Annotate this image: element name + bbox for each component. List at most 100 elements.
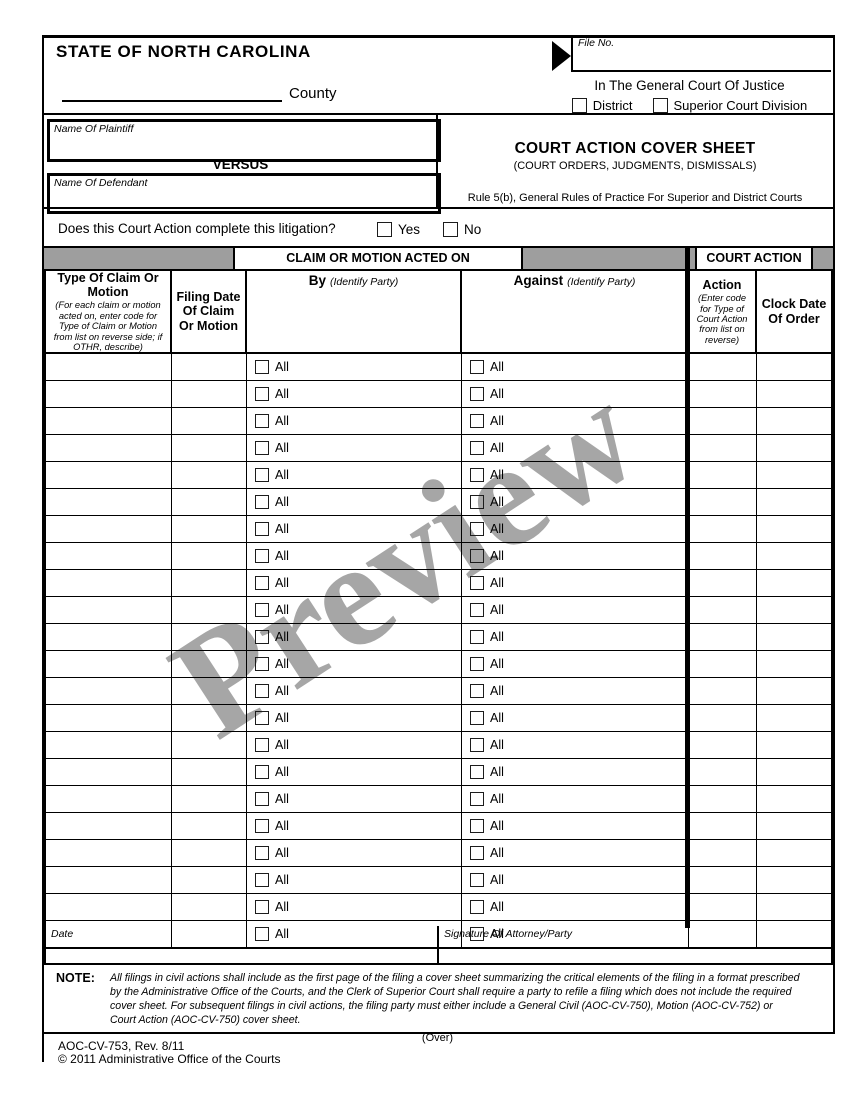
by-all-checkbox[interactable]	[255, 738, 269, 752]
cell-type-of-claim[interactable]	[46, 759, 172, 785]
cell-type-of-claim[interactable]	[46, 597, 172, 623]
cell-clock-date[interactable]	[757, 516, 831, 542]
plaintiff-name-field[interactable]: Name Of Plaintiff	[47, 119, 441, 162]
by-all-checkbox[interactable]	[255, 441, 269, 455]
by-all-checkbox[interactable]	[255, 603, 269, 617]
against-all-checkbox[interactable]	[470, 387, 484, 401]
against-all-checkbox[interactable]	[470, 927, 484, 941]
by-all-checkbox[interactable]	[255, 360, 269, 374]
against-all-checkbox[interactable]	[470, 468, 484, 482]
against-all-checkbox[interactable]	[470, 441, 484, 455]
cell-clock-date[interactable]	[757, 435, 831, 461]
by-all-checkbox[interactable]	[255, 414, 269, 428]
cell-clock-date[interactable]	[757, 354, 831, 380]
cell-type-of-claim[interactable]	[46, 489, 172, 515]
cell-filing-date[interactable]	[172, 354, 247, 380]
cell-action[interactable]	[689, 894, 757, 920]
by-all-checkbox[interactable]	[255, 549, 269, 563]
cell-type-of-claim[interactable]	[46, 624, 172, 650]
cell-action[interactable]	[689, 516, 757, 542]
by-all-checkbox[interactable]	[255, 846, 269, 860]
cell-clock-date[interactable]	[757, 894, 831, 920]
cell-action[interactable]	[689, 624, 757, 650]
cell-type-of-claim[interactable]	[46, 570, 172, 596]
cell-filing-date[interactable]	[172, 624, 247, 650]
by-all-checkbox[interactable]	[255, 657, 269, 671]
cell-filing-date[interactable]	[172, 462, 247, 488]
signature-field[interactable]: Signature Of Attorney/Party	[439, 926, 831, 963]
cell-filing-date[interactable]	[172, 543, 247, 569]
cell-action[interactable]	[689, 435, 757, 461]
district-checkbox[interactable]	[571, 98, 587, 113]
by-all-checkbox[interactable]	[255, 927, 269, 941]
against-all-checkbox[interactable]	[470, 846, 484, 860]
by-all-checkbox[interactable]	[255, 576, 269, 590]
yes-checkbox[interactable]	[377, 222, 392, 237]
cell-filing-date[interactable]	[172, 381, 247, 407]
by-all-checkbox[interactable]	[255, 495, 269, 509]
against-all-checkbox[interactable]	[470, 765, 484, 779]
cell-type-of-claim[interactable]	[46, 381, 172, 407]
against-all-checkbox[interactable]	[470, 684, 484, 698]
cell-clock-date[interactable]	[757, 759, 831, 785]
by-all-checkbox[interactable]	[255, 873, 269, 887]
against-all-checkbox[interactable]	[470, 900, 484, 914]
date-field[interactable]: Date	[46, 926, 439, 963]
no-checkbox[interactable]	[443, 222, 458, 237]
against-all-checkbox[interactable]	[470, 576, 484, 590]
cell-clock-date[interactable]	[757, 408, 831, 434]
cell-type-of-claim[interactable]	[46, 867, 172, 893]
cell-clock-date[interactable]	[757, 786, 831, 812]
cell-clock-date[interactable]	[757, 732, 831, 758]
cell-clock-date[interactable]	[757, 570, 831, 596]
by-all-checkbox[interactable]	[255, 711, 269, 725]
cell-type-of-claim[interactable]	[46, 462, 172, 488]
against-all-checkbox[interactable]	[470, 360, 484, 374]
cell-type-of-claim[interactable]	[46, 435, 172, 461]
cell-type-of-claim[interactable]	[46, 678, 172, 704]
cell-clock-date[interactable]	[757, 651, 831, 677]
cell-action[interactable]	[689, 921, 757, 947]
by-all-checkbox[interactable]	[255, 792, 269, 806]
cell-clock-date[interactable]	[757, 840, 831, 866]
cell-filing-date[interactable]	[172, 894, 247, 920]
cell-action[interactable]	[689, 705, 757, 731]
cell-action[interactable]	[689, 381, 757, 407]
cell-filing-date[interactable]	[172, 678, 247, 704]
file-no-field[interactable]	[576, 48, 826, 68]
against-all-checkbox[interactable]	[470, 711, 484, 725]
cell-clock-date[interactable]	[757, 705, 831, 731]
by-all-checkbox[interactable]	[255, 765, 269, 779]
cell-clock-date[interactable]	[757, 543, 831, 569]
cell-clock-date[interactable]	[757, 489, 831, 515]
cell-filing-date[interactable]	[172, 921, 247, 947]
cell-clock-date[interactable]	[757, 678, 831, 704]
cell-filing-date[interactable]	[172, 705, 247, 731]
against-all-checkbox[interactable]	[470, 522, 484, 536]
cell-filing-date[interactable]	[172, 516, 247, 542]
cell-filing-date[interactable]	[172, 759, 247, 785]
cell-clock-date[interactable]	[757, 462, 831, 488]
cell-filing-date[interactable]	[172, 489, 247, 515]
cell-type-of-claim[interactable]	[46, 786, 172, 812]
cell-action[interactable]	[689, 813, 757, 839]
cell-action[interactable]	[689, 462, 757, 488]
against-all-checkbox[interactable]	[470, 495, 484, 509]
cell-filing-date[interactable]	[172, 813, 247, 839]
cell-filing-date[interactable]	[172, 867, 247, 893]
against-all-checkbox[interactable]	[470, 549, 484, 563]
against-all-checkbox[interactable]	[470, 603, 484, 617]
by-all-checkbox[interactable]	[255, 522, 269, 536]
cell-action[interactable]	[689, 597, 757, 623]
against-all-checkbox[interactable]	[470, 414, 484, 428]
cell-action[interactable]	[689, 732, 757, 758]
cell-action[interactable]	[689, 651, 757, 677]
cell-type-of-claim[interactable]	[46, 840, 172, 866]
against-all-checkbox[interactable]	[470, 873, 484, 887]
cell-filing-date[interactable]	[172, 435, 247, 461]
cell-type-of-claim[interactable]	[46, 543, 172, 569]
by-all-checkbox[interactable]	[255, 684, 269, 698]
cell-action[interactable]	[689, 489, 757, 515]
cell-action[interactable]	[689, 678, 757, 704]
cell-clock-date[interactable]	[757, 597, 831, 623]
